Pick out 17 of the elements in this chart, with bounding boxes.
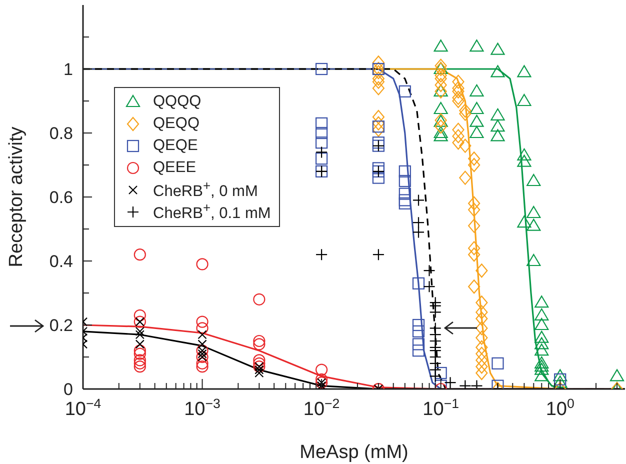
- y-axis-title: Receptor activity: [6, 126, 27, 268]
- x-tick-label: 10$^{−1}$: [422, 396, 459, 420]
- legend-label: CheRB$^{+}$, 0 mM: [153, 178, 258, 200]
- legend-label: CheRB$^{+}$, 0.1 mM: [153, 200, 271, 222]
- legend-label: QEQQ: [153, 115, 200, 132]
- legend-label: QQQQ: [153, 93, 202, 110]
- x-tick-label: 10$^{−2}$: [303, 396, 340, 420]
- y-tick-label: 0.6: [49, 188, 73, 207]
- x-tick-label: 10$^{−3}$: [184, 396, 220, 420]
- y-tick-label: 1: [64, 60, 73, 79]
- legend-label: QEEE: [153, 159, 196, 176]
- y-tick-label: 0.8: [49, 124, 73, 143]
- x-axis-title: MeAsp (mM): [300, 442, 408, 463]
- y-tick-label: 0.4: [49, 252, 73, 271]
- legend-label: QEQE: [153, 137, 198, 154]
- x-tick-label: 10$^{0}$: [546, 396, 574, 420]
- y-tick-label: 0.2: [49, 316, 73, 335]
